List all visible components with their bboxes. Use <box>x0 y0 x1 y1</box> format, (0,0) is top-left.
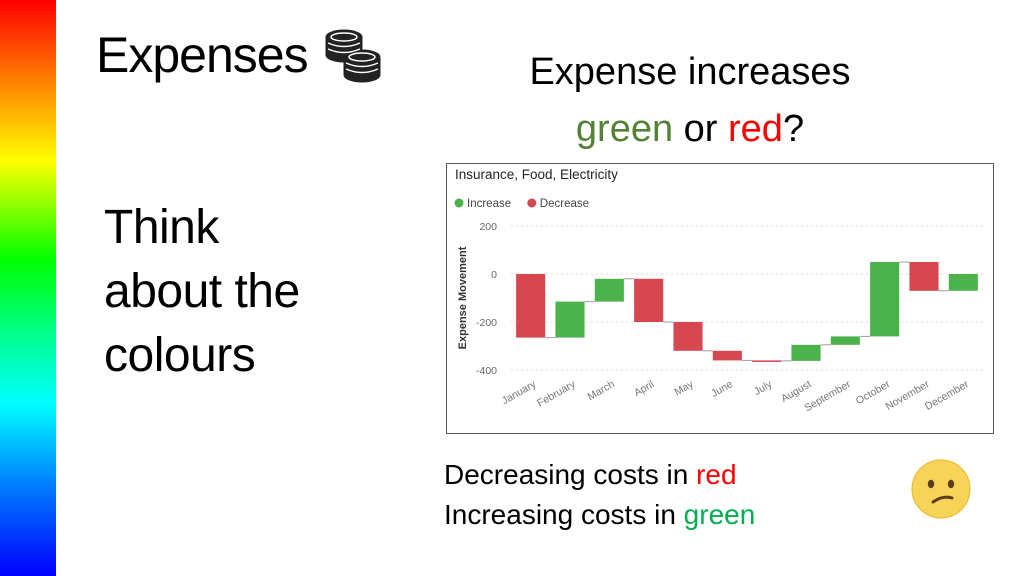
note-red-word: red <box>696 459 737 490</box>
color-note: Decreasing costs in red Increasing costs… <box>444 455 755 535</box>
slide-title: Expenses <box>96 26 386 84</box>
question-line-1: Expense increases <box>529 51 851 93</box>
note-green-word: green <box>683 499 756 530</box>
x-tick-label: April <box>632 378 656 399</box>
legend-label-increase: Increase <box>467 198 511 210</box>
y-tick-label: 0 <box>491 269 497 281</box>
waterfall-chart: Insurance, Food, Electricity Increase Decr… <box>446 163 994 434</box>
chart-svg: Insurance, Food, Electricity Increase Decr… <box>454 167 983 414</box>
legend-label-decrease: Decrease <box>540 198 589 210</box>
think-line-3: colours <box>104 329 256 382</box>
bar-february <box>555 301 585 338</box>
y-tick-label: -400 <box>476 365 497 377</box>
bar-june <box>712 350 742 361</box>
confused-face-icon <box>911 459 971 519</box>
think-text: Think about the colours <box>104 196 404 388</box>
bar-may <box>673 322 703 351</box>
legend-marker-decrease <box>527 198 537 208</box>
note-line-2-prefix: Increasing costs in <box>444 499 684 530</box>
question-line-2: green or red? <box>450 101 930 158</box>
x-tick-label: June <box>709 378 735 400</box>
x-tick-label: May <box>672 378 696 399</box>
think-line-2: about the <box>104 265 300 318</box>
coins-icon <box>325 29 381 83</box>
y-axis-label: Expense Movement <box>457 246 469 349</box>
rainbow-color-strip <box>0 0 56 576</box>
bar-december <box>948 274 978 291</box>
bar-april <box>634 278 664 322</box>
note-line-1-prefix: Decreasing costs in <box>444 459 697 490</box>
bar-january <box>516 274 546 338</box>
think-line-1: Think <box>104 201 219 254</box>
bar-october <box>870 262 900 337</box>
bar-march <box>594 278 624 302</box>
y-tick-label: -200 <box>476 317 497 329</box>
bar-august <box>791 344 821 361</box>
note-line-2: Increasing costs in green <box>444 495 755 535</box>
question-mark: ? <box>782 108 805 150</box>
red-word: red <box>728 108 783 150</box>
note-line-1: Decreasing costs in red <box>444 455 755 495</box>
bar-september <box>830 336 860 345</box>
x-tick-label: February <box>535 378 578 410</box>
green-word: green <box>575 108 674 150</box>
bar-november <box>909 262 939 291</box>
or-word: or <box>673 108 729 150</box>
chart-title: Insurance, Food, Electricity <box>455 167 618 182</box>
x-tick-label: November <box>884 378 932 413</box>
y-tick-label: 200 <box>479 221 497 233</box>
slide-title-text: Expenses <box>96 27 309 83</box>
question-heading: Expense increases green or red? <box>450 44 930 158</box>
x-tick-label: March <box>586 378 617 403</box>
bar-july <box>752 360 782 362</box>
x-tick-label: December <box>923 378 971 413</box>
legend-marker-increase <box>454 198 464 208</box>
x-tick-label: January <box>500 378 539 407</box>
x-tick-label: July <box>752 378 775 398</box>
